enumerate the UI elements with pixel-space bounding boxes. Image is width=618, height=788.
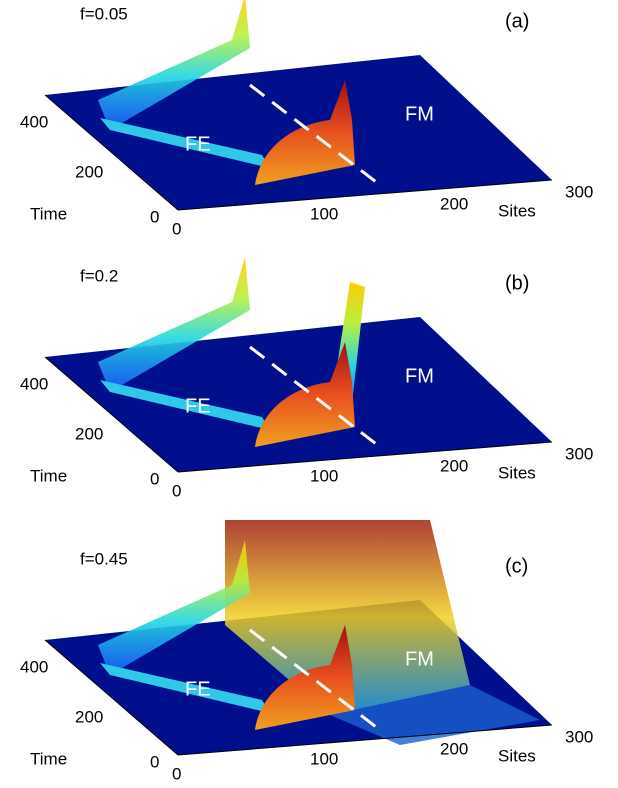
sites-tick-label: 100 <box>310 204 338 223</box>
axis-label: Time <box>30 466 67 485</box>
time-tick-label: 400 <box>20 374 48 393</box>
parameter: f=0.45 <box>80 549 128 568</box>
axis-label: Sites <box>498 463 536 482</box>
axis-label: Time <box>30 204 67 223</box>
ridge <box>100 118 270 168</box>
region-label: FE <box>185 395 211 417</box>
panel: (a) f=0.05 FE FM Time Sites 0 200 400 0 100 200 300 <box>20 0 593 238</box>
sites-tick-label: 200 <box>440 739 468 758</box>
ridge <box>98 0 250 130</box>
region-label: FE <box>185 133 211 155</box>
ridge <box>100 380 270 430</box>
bump <box>255 80 355 185</box>
parameter: f=0.05 <box>80 4 128 23</box>
axis <box>44 639 179 756</box>
time-tick-label: 200 <box>75 707 103 726</box>
time-tick-label: 0 <box>150 752 159 771</box>
parameter: f=0.2 <box>80 266 118 285</box>
sites-tick-label: 300 <box>565 727 593 746</box>
sites-tick-label: 200 <box>440 456 468 475</box>
time-tick-label: 200 <box>75 424 103 443</box>
sites-tick-label: 0 <box>172 764 181 783</box>
time-tick-label: 0 <box>150 207 159 226</box>
region-label: FM <box>405 648 434 670</box>
region-label: FM <box>405 365 434 387</box>
axis-label: Sites <box>498 201 536 220</box>
fm-wash <box>330 685 540 745</box>
axis <box>44 356 179 473</box>
axis <box>177 441 553 473</box>
ridge <box>100 663 270 713</box>
ridge <box>98 257 250 392</box>
ridge <box>98 540 250 675</box>
sites-tick-label: 300 <box>565 444 593 463</box>
time-tick-label: 400 <box>20 657 48 676</box>
sites-tick-label: 100 <box>310 466 338 485</box>
time-tick-label: 0 <box>150 469 159 488</box>
panel-label: (b) <box>505 272 529 294</box>
axis-label: Time <box>30 749 67 768</box>
sites-tick-label: 200 <box>440 194 468 213</box>
sites-tick-label: 300 <box>565 182 593 201</box>
noise-field <box>225 520 470 715</box>
sites-tick-label: 0 <box>172 481 181 500</box>
axis <box>177 724 553 756</box>
region-label: FE <box>185 678 211 700</box>
axis <box>177 179 553 211</box>
sites-tick-label: 0 <box>172 219 181 238</box>
sites-tick-label: 100 <box>310 749 338 768</box>
panel: (c) f=0.45 FE FM Time Sites 0 200 400 0 100 200 300 <box>20 520 593 783</box>
panel: (b) f=0.2 FE FM Time Sites 0 200 400 0 100 200 300 <box>20 257 593 500</box>
bump <box>255 625 355 730</box>
time-tick-label: 400 <box>20 112 48 131</box>
panel-label: (a) <box>505 10 529 32</box>
axis-label: Sites <box>498 746 536 765</box>
axis <box>44 94 179 211</box>
time-tick-label: 200 <box>75 162 103 181</box>
region-label: FM <box>405 103 434 125</box>
bump <box>255 342 355 447</box>
panel-label: (c) <box>505 555 528 577</box>
